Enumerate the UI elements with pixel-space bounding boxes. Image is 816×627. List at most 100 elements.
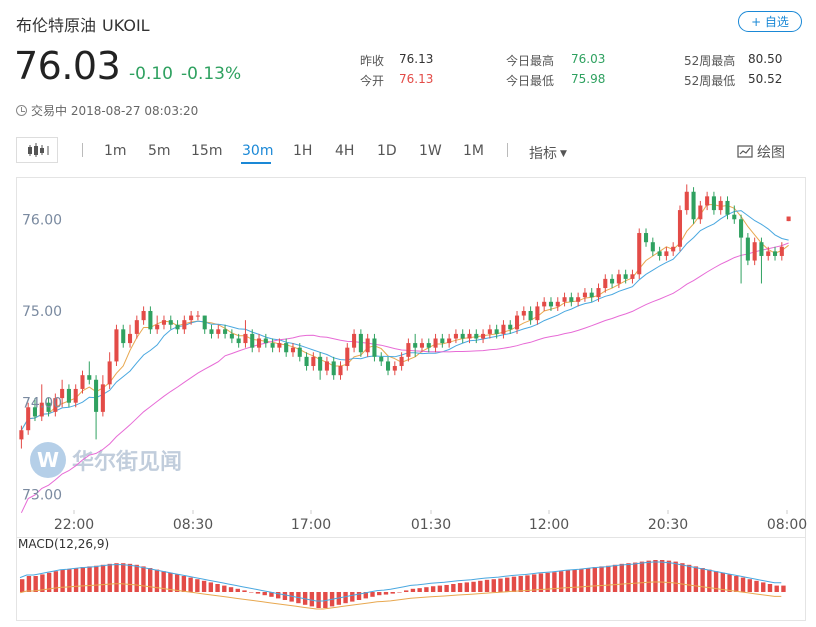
candle-body: [508, 324, 513, 330]
macd-bar: [100, 564, 106, 592]
macd-bar: [761, 582, 766, 592]
candle-body: [202, 315, 207, 330]
macd-bar: [201, 580, 207, 592]
chart-toolbar: 1m 5m 15m 30m 1H 4H 1D 1W 1M 指标 ▼ 绘图: [16, 137, 802, 165]
candle-body: [345, 347, 350, 367]
macd-bar: [148, 568, 153, 592]
candle-body: [270, 343, 275, 348]
macd-bar: [579, 568, 584, 592]
macd-bar: [572, 569, 577, 592]
period-15m[interactable]: 15m: [191, 143, 223, 159]
candle-body: [664, 251, 669, 256]
x-tick-label: 08:30: [173, 517, 213, 533]
macd-bar: [377, 592, 382, 596]
candle-body: [474, 333, 479, 339]
candle-body: [263, 338, 268, 344]
macd-bar: [673, 561, 678, 592]
chart-type-button[interactable]: [16, 137, 58, 163]
candle-body: [209, 329, 214, 334]
candle-body: [467, 333, 472, 339]
candle-body: [637, 233, 642, 275]
candle-body: [684, 191, 689, 211]
candle-body: [440, 338, 445, 344]
macd-bar: [619, 563, 624, 592]
candle-body: [236, 338, 241, 344]
y-tick-label: 74.00: [22, 396, 62, 412]
candle-body: [94, 379, 99, 412]
draw-button[interactable]: 绘图: [737, 142, 785, 162]
candle-body: [677, 210, 683, 247]
candle-body: [562, 297, 567, 302]
macd-bar: [633, 562, 638, 592]
period-5m[interactable]: 5m: [148, 143, 171, 159]
period-1m[interactable]: 1m: [104, 143, 127, 159]
macd-bar: [552, 572, 557, 592]
macd-bar: [114, 563, 119, 592]
period-4h[interactable]: 4H: [335, 143, 355, 159]
svg-text:W: W: [37, 448, 59, 472]
candle-body: [53, 398, 58, 412]
candle-body: [718, 200, 723, 211]
candle-body: [399, 356, 404, 367]
macd-bar: [46, 572, 52, 592]
candle-body: [182, 320, 187, 330]
macd-bar: [606, 565, 611, 592]
macd-bar: [660, 560, 665, 592]
macd-bar: [478, 580, 483, 592]
candle-body: [365, 338, 370, 353]
indicator-dropdown[interactable]: 指标 ▼: [529, 143, 567, 163]
prev-close-label: 昨收: [360, 54, 385, 68]
add-watchlist-button[interactable]: + 自选: [738, 11, 802, 32]
candle-body: [616, 274, 621, 284]
macd-bar: [168, 572, 173, 592]
candle-body: [433, 338, 438, 348]
candle-body: [481, 333, 486, 339]
macd-bar: [585, 568, 591, 592]
period-1w[interactable]: 1W: [419, 143, 442, 159]
open-label: 今开: [360, 74, 385, 88]
candle-body: [304, 356, 309, 367]
prev-close-value: 76.13: [399, 52, 434, 66]
candles: [19, 184, 791, 449]
candle-body: [514, 315, 520, 330]
x-tick-label: 01:30: [411, 517, 451, 533]
current-price: 76.03: [14, 44, 121, 88]
candle-body: [311, 356, 316, 367]
macd-bar: [484, 579, 490, 592]
macd-bar: [121, 563, 126, 592]
candle-body: [39, 402, 44, 417]
candle-body: [297, 347, 302, 357]
day-high-value: 76.03: [571, 52, 606, 66]
period-1d[interactable]: 1D: [377, 143, 397, 159]
macd-bar: [417, 588, 422, 592]
macd-bar: [612, 564, 618, 592]
period-1mo[interactable]: 1M: [463, 143, 484, 159]
period-30m[interactable]: 30m: [242, 143, 274, 159]
candle-body: [277, 343, 282, 348]
macd-bar: [363, 592, 368, 599]
candle-body: [745, 237, 750, 261]
clock-icon: [16, 105, 27, 116]
candle-body: [623, 274, 628, 279]
chart-frame: [16, 177, 806, 621]
macd-bar: [222, 585, 227, 592]
caret-down-icon: ▼: [560, 149, 567, 159]
candle-body: [711, 196, 716, 211]
y-axis-labels: 76.00 75.00 74.00 73.00: [22, 212, 62, 503]
candle-body: [460, 333, 465, 339]
day-low-label: 今日最低: [506, 74, 555, 88]
macd-bar: [444, 584, 449, 592]
candle-body: [127, 333, 133, 344]
macd-bar: [430, 586, 436, 592]
ma-mid-line: [20, 210, 789, 431]
period-1h[interactable]: 1H: [293, 143, 313, 159]
candle-body: [494, 329, 499, 334]
x-tick-label: 17:00: [291, 517, 331, 533]
macd-bar: [235, 588, 240, 592]
candle-body: [419, 343, 425, 348]
candle-body: [610, 278, 615, 284]
macd-bar: [781, 585, 786, 592]
macd-bar: [40, 574, 45, 592]
macd-bar: [653, 560, 658, 592]
